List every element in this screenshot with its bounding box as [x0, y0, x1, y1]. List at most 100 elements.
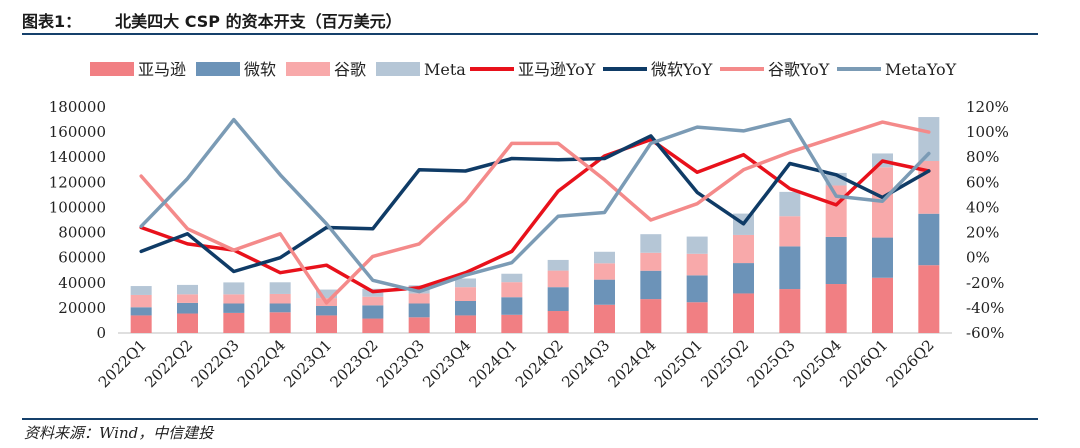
- bar-segment: [223, 294, 245, 304]
- bar-segment: [733, 293, 754, 333]
- bar-segment: [362, 305, 384, 319]
- x-axis-tick-label: 2025Q2: [697, 336, 752, 391]
- bar-segment: [177, 294, 198, 303]
- legend-swatch: [376, 62, 420, 76]
- source-note: 资料来源：Wind，中信建投: [24, 424, 214, 442]
- bar-segment: [594, 263, 615, 280]
- x-axis-tick-label: 2024Q4: [604, 336, 659, 391]
- legend-swatch: [196, 62, 240, 76]
- x-axis-tick-label: 2024Q1: [465, 336, 520, 391]
- bar-segment: [733, 234, 754, 264]
- footer-rule: [22, 418, 1038, 420]
- legend-label: 微软YoY: [651, 60, 713, 79]
- bar-segment: [269, 312, 291, 333]
- bar-segment: [547, 259, 569, 271]
- right-axis-tick-label: 0%: [966, 249, 990, 267]
- bar-segment: [455, 287, 476, 301]
- bar-segment: [779, 289, 801, 333]
- bar-segment: [455, 315, 476, 333]
- bar-segment: [269, 293, 291, 304]
- figure-label: 图表1：: [22, 12, 82, 31]
- bar-segment: [130, 307, 152, 316]
- x-axis-tick-label: 2023Q1: [280, 336, 335, 391]
- chart-title: 图表1： 北美四大 CSP 的资本开支（百万美元）: [22, 8, 402, 32]
- x-axis-tick-label: 2025Q1: [651, 336, 706, 391]
- bar-segment: [779, 191, 801, 217]
- legend-label: 微软: [244, 60, 276, 79]
- x-axis-tick-label: 2022Q1: [95, 336, 150, 391]
- bar-segment: [362, 318, 384, 333]
- bar-segment: [686, 275, 708, 303]
- legend-label: MetaYoY: [885, 60, 957, 79]
- legend-label: 亚马逊YoY: [518, 60, 596, 79]
- bar-segment: [316, 289, 337, 299]
- bar-segment: [918, 213, 940, 266]
- left-axis-tick-label: 0: [96, 324, 106, 342]
- right-axis-tick-label: 120%: [966, 98, 1009, 116]
- x-axis-tick-label: 2026Q2: [882, 336, 937, 391]
- bar-segment: [130, 315, 152, 333]
- bar-segment: [686, 253, 708, 276]
- right-axis-tick-label: 40%: [966, 198, 999, 216]
- x-axis-tick-label: 2023Q3: [373, 336, 428, 391]
- legend-label: 亚马逊: [138, 60, 186, 79]
- bar-segment: [872, 277, 893, 333]
- x-axis-tick-label: 2022Q3: [187, 336, 242, 391]
- legend-swatch: [286, 62, 330, 76]
- bar-segment: [547, 311, 569, 333]
- bar-segment: [455, 300, 476, 316]
- x-axis-tick-label: 2024Q2: [512, 336, 567, 391]
- x-axis-tick-label: 2024Q3: [558, 336, 613, 391]
- bar-segment: [547, 270, 569, 288]
- bar-segment: [362, 296, 384, 306]
- bar-segment: [269, 282, 291, 294]
- bar-segment: [918, 117, 940, 161]
- bar-segment: [501, 314, 523, 333]
- bar-segment: [918, 265, 940, 333]
- left-axis-tick-label: 60000: [58, 249, 106, 267]
- bar-segment: [547, 287, 569, 312]
- legend-label: Meta: [424, 60, 466, 79]
- bar-segment: [223, 303, 245, 313]
- bar-segment: [825, 284, 847, 333]
- bar-segment: [177, 284, 198, 295]
- bar-segment: [269, 303, 291, 313]
- bar-segment: [640, 270, 662, 300]
- right-axis-tick-label: -40%: [966, 299, 1004, 317]
- bar-segment: [501, 273, 523, 283]
- bar-segment: [594, 279, 615, 305]
- bar-segment: [686, 236, 708, 254]
- bar-segment: [455, 278, 476, 288]
- series-line: [139, 134, 931, 274]
- right-axis-tick-label: 80%: [966, 148, 999, 166]
- x-axis-tick-label: 2023Q4: [419, 336, 474, 391]
- bar-segment: [640, 299, 662, 333]
- bar-segment: [779, 216, 801, 247]
- bar-segment: [872, 237, 893, 278]
- left-axis-tick-label: 120000: [49, 173, 106, 191]
- left-axis-tick-label: 20000: [58, 299, 106, 317]
- x-axis-tick-label: 2026Q1: [836, 336, 891, 391]
- legend-label: 谷歌YoY: [768, 60, 830, 79]
- bar-segment: [316, 306, 337, 316]
- right-axis-tick-label: -60%: [966, 324, 1004, 342]
- left-axis-tick-label: 40000: [58, 274, 106, 292]
- x-axis-tick-label: 2023Q2: [326, 336, 381, 391]
- bar-segment: [130, 286, 152, 295]
- x-axis-tick-label: 2022Q2: [141, 336, 196, 391]
- left-axis-tick-label: 100000: [49, 198, 106, 216]
- legend-swatch: [90, 62, 134, 76]
- left-axis-tick-label: 180000: [49, 98, 106, 116]
- bar-segment: [825, 236, 847, 285]
- left-axis-tick-label: 80000: [58, 224, 106, 242]
- left-axis-tick-label: 160000: [49, 123, 106, 141]
- series-line: [139, 117, 931, 294]
- x-axis-tick-label: 2025Q3: [743, 336, 798, 391]
- bar-segment: [130, 294, 152, 308]
- bar-segment: [594, 251, 615, 264]
- right-axis-tick-label: 60%: [966, 173, 999, 191]
- bar-segment: [177, 313, 198, 333]
- bar-segment: [594, 304, 615, 333]
- bar-segment: [733, 263, 754, 294]
